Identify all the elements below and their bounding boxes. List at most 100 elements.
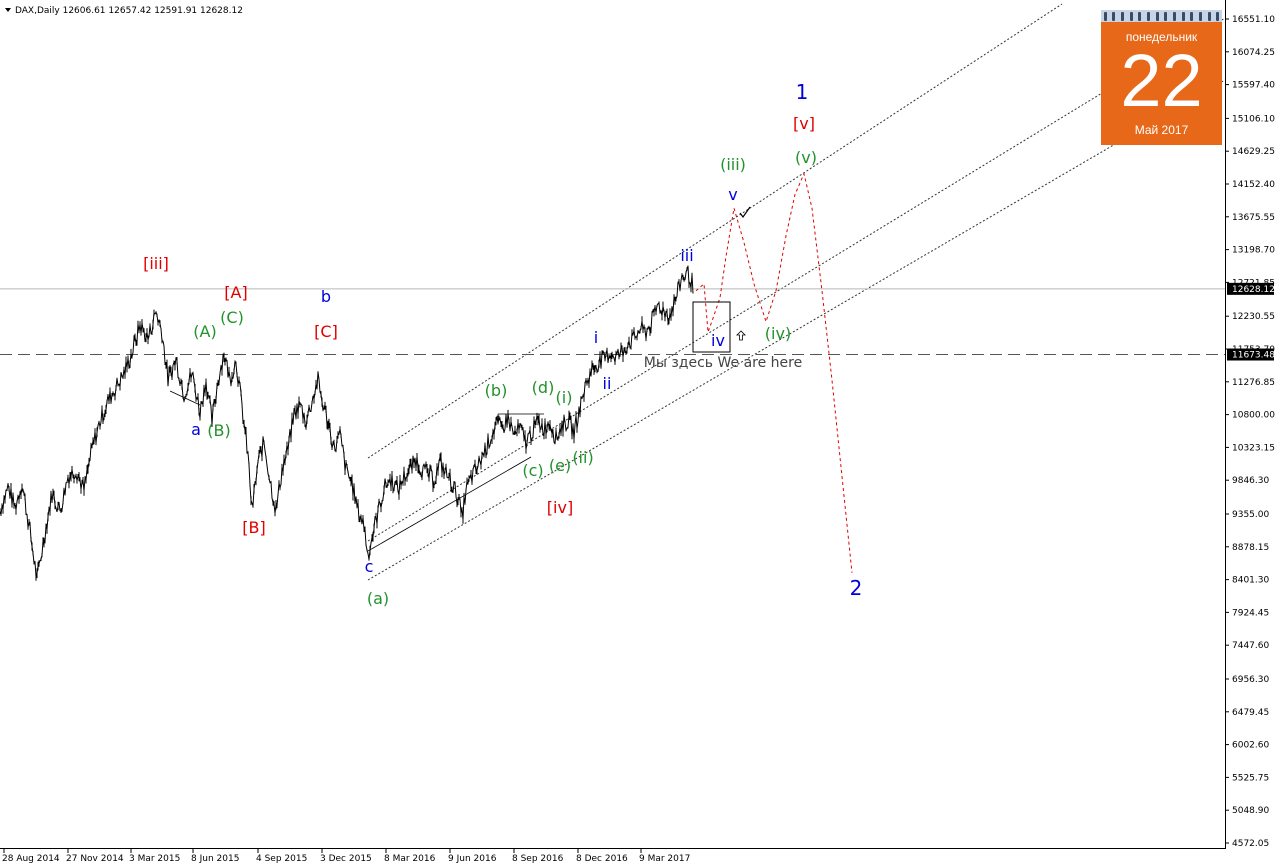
calendar-ring <box>1121 11 1125 21</box>
wave-label: (C) <box>220 308 244 327</box>
calendar-month: Май 2017 <box>1134 123 1189 137</box>
price-tags: 12628.12 11673.48 <box>1227 282 1275 361</box>
calendar-day-name: понедельник <box>1125 30 1198 44</box>
wave-label: (A) <box>193 322 216 341</box>
x-tick-label: 3 Mar 2015 <box>129 854 180 864</box>
calendar-ring <box>1147 11 1151 21</box>
trend-line <box>367 456 532 552</box>
x-tick-label: 8 Dec 2016 <box>576 854 628 864</box>
y-tick-label: 7447.60 <box>1232 641 1269 651</box>
y-tick-label: 15597.40 <box>1232 81 1275 91</box>
y-tick-label: 5525.75 <box>1232 773 1269 783</box>
wave-label: (B) <box>207 421 230 440</box>
wave-label: i <box>594 328 598 347</box>
y-tick-label: 10323.15 <box>1232 443 1275 453</box>
calendar-ring <box>1155 11 1159 21</box>
axes <box>0 0 1226 849</box>
y-tick-label: 6956.30 <box>1232 675 1269 685</box>
price-series <box>0 265 694 581</box>
y-tick-label: 16551.10 <box>1232 15 1275 25</box>
calendar-ring <box>1190 11 1194 21</box>
x-tick-label: 8 Jun 2015 <box>191 854 239 864</box>
calendar-ring <box>1216 11 1220 21</box>
y-tick-label: 8878.15 <box>1232 543 1269 553</box>
price-tag-bg <box>1227 282 1274 295</box>
x-tick-label: 9 Mar 2017 <box>639 854 690 864</box>
calendar-ring <box>1181 11 1185 21</box>
y-tick-label: 9846.30 <box>1232 476 1269 486</box>
x-tick-label: 8 Sep 2016 <box>512 854 564 864</box>
calendar-ring <box>1207 11 1211 21</box>
x-tick-label: 9 Jun 2016 <box>448 854 497 864</box>
x-tick-label: 27 Nov 2014 <box>66 854 124 864</box>
y-tick-label: 8401.30 <box>1232 576 1269 586</box>
calendar-ring <box>1172 11 1176 21</box>
y-tick-label: 15106.10 <box>1232 114 1275 124</box>
y-tick-label: 10800.00 <box>1232 411 1275 421</box>
calendar-ring <box>1103 11 1107 21</box>
wave-labels: [iii] [A] b [C] (A)(C) a (B) [B] c (a) (b) (d)(i) (c… <box>143 80 862 608</box>
wave-label: iii <box>680 246 693 265</box>
calendar-ring <box>1164 11 1168 21</box>
x-axis-ticks: 28 Aug 2014 27 Nov 2014 3 Mar 2015 8 Jun 20… <box>2 848 690 864</box>
y-tick-label: 13198.70 <box>1232 246 1275 256</box>
wave-label: (a) <box>367 589 389 608</box>
y-tick-label: 12230.55 <box>1232 312 1275 322</box>
wave-label: ii <box>603 374 612 393</box>
price-tag-label: 12628.12 <box>1232 285 1275 295</box>
wave-label: [iii] <box>143 254 169 273</box>
calendar-widget: понедельник 22 Май 2017 <box>1101 10 1222 145</box>
wave-label: [C] <box>314 322 338 341</box>
wave-label: (v) <box>795 148 817 167</box>
wave-label: (iv) <box>765 324 791 343</box>
wave-label: b <box>321 287 331 306</box>
wave-label: iv <box>711 331 725 350</box>
price-line <box>0 265 694 581</box>
wave-label: [B] <box>242 518 265 537</box>
drawn-shapes <box>169 206 751 552</box>
calendar-ring <box>1129 11 1133 21</box>
wave-label: (b) <box>485 381 508 400</box>
y-tick-label: 13675.55 <box>1232 213 1275 223</box>
wave-label: v <box>728 185 737 204</box>
price-tag-bg <box>1227 348 1274 361</box>
y-tick-label: 16074.25 <box>1232 48 1275 58</box>
x-tick-label: 3 Dec 2015 <box>320 854 372 864</box>
wave-label: (d) <box>532 378 555 397</box>
forecast-path <box>695 172 853 573</box>
y-tick-label: 5048.90 <box>1232 806 1269 816</box>
wave-label: [iv] <box>547 498 573 517</box>
y-tick-label: 11276.85 <box>1232 378 1275 388</box>
chart-header-text: DAX,Daily 12606.61 12657.42 12591.91 126… <box>15 6 243 16</box>
wave-label: [v] <box>793 114 815 133</box>
trend-channels <box>367 3 1226 581</box>
wave-label: (ii) <box>572 448 593 467</box>
y-tick-label: 6002.60 <box>1232 741 1269 751</box>
wave-label: (i) <box>556 388 573 407</box>
checkmark-icon <box>739 206 751 219</box>
y-tick-label: 9355.00 <box>1232 510 1269 520</box>
wave-label: [A] <box>224 283 247 302</box>
calendar-rings <box>1101 10 1222 22</box>
wave-label: 2 <box>850 576 863 600</box>
forecast-wave-line <box>695 172 853 573</box>
wave-label: (iii) <box>720 155 746 174</box>
y-tick-label: 6479.45 <box>1232 708 1269 718</box>
chart-header: DAX,Daily 12606.61 12657.42 12591.91 126… <box>5 6 243 16</box>
y-tick-label: 4572.05 <box>1232 839 1269 849</box>
wave-label: 1 <box>796 80 809 104</box>
channel-line <box>367 79 1226 581</box>
trend-line <box>169 390 201 406</box>
x-tick-label: 28 Aug 2014 <box>2 854 60 864</box>
wave-label: Мы здесь We are here <box>644 355 802 371</box>
calendar-ring <box>1138 11 1142 21</box>
calendar-ring <box>1198 11 1202 21</box>
target-zone-box <box>692 301 731 353</box>
wave-label: c <box>365 557 374 576</box>
y-tick-label: 14629.25 <box>1232 147 1275 157</box>
x-tick-label: 8 Mar 2016 <box>384 854 436 864</box>
y-tick-label: 7924.45 <box>1232 608 1269 618</box>
x-tick-label: 4 Sep 2015 <box>256 854 307 864</box>
wave-label: a <box>191 420 201 439</box>
y-tick-label: 14152.40 <box>1232 180 1275 190</box>
